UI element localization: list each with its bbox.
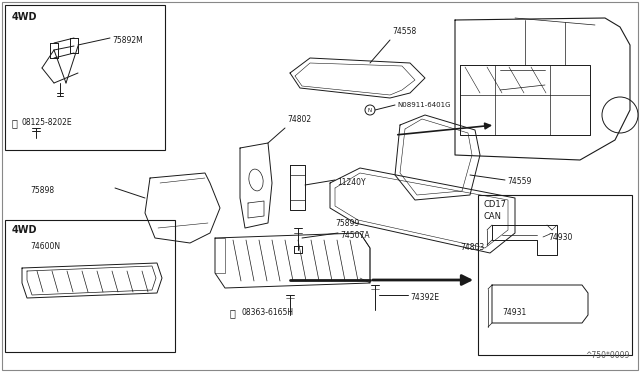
Text: CD17: CD17 bbox=[484, 200, 507, 209]
Text: 74558: 74558 bbox=[392, 27, 416, 36]
Circle shape bbox=[602, 97, 638, 133]
Text: 08363-6165H: 08363-6165H bbox=[242, 308, 294, 317]
Text: 74507A: 74507A bbox=[340, 231, 370, 240]
Text: 11240Y: 11240Y bbox=[337, 178, 365, 187]
Bar bbox=[5, 220, 175, 352]
Text: N08911-6401G: N08911-6401G bbox=[397, 102, 451, 108]
Text: Ⓢ: Ⓢ bbox=[12, 118, 18, 128]
Text: 75892M: 75892M bbox=[112, 36, 143, 45]
Text: 4WD: 4WD bbox=[12, 12, 38, 22]
Text: 4WD: 4WD bbox=[12, 225, 38, 235]
Text: 74392E: 74392E bbox=[410, 293, 439, 302]
Text: 74803: 74803 bbox=[460, 243, 484, 252]
Text: 74802: 74802 bbox=[287, 115, 311, 124]
Text: 08125-8202E: 08125-8202E bbox=[22, 118, 72, 127]
Text: 75899: 75899 bbox=[335, 219, 359, 228]
Text: 74600N: 74600N bbox=[30, 242, 60, 251]
Bar bbox=[478, 195, 632, 355]
Ellipse shape bbox=[249, 169, 263, 191]
Bar bbox=[5, 5, 165, 150]
Text: ^750*0009: ^750*0009 bbox=[586, 351, 630, 360]
Text: 74931: 74931 bbox=[502, 308, 526, 317]
Circle shape bbox=[365, 105, 375, 115]
Text: Ⓢ: Ⓢ bbox=[230, 308, 236, 318]
Text: N: N bbox=[368, 108, 372, 112]
Text: 74930: 74930 bbox=[548, 233, 572, 242]
Text: 75898: 75898 bbox=[30, 186, 54, 195]
Text: 74559: 74559 bbox=[507, 177, 531, 186]
Text: CAN: CAN bbox=[484, 212, 502, 221]
